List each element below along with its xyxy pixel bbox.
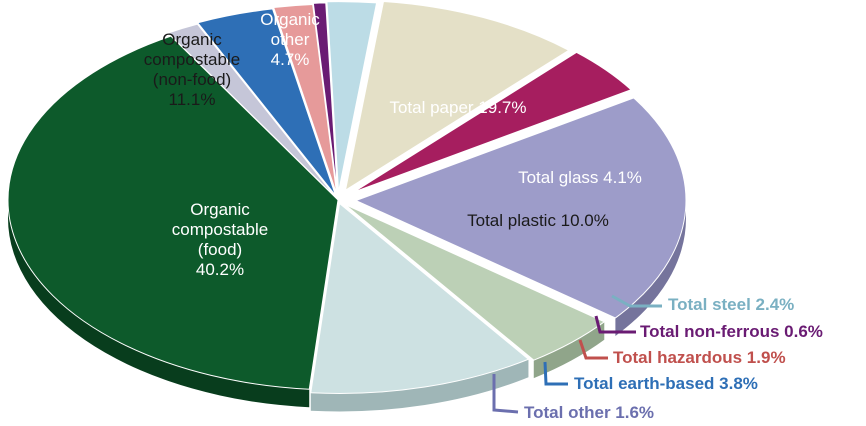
label-total-non-ferrous: Total non-ferrous 0.6% xyxy=(640,322,823,341)
label-total-plastic: Total plastic 10.0% xyxy=(467,211,609,230)
pie-top-layer xyxy=(8,1,686,393)
label-total-hazardous: Total hazardous 1.9% xyxy=(613,348,786,367)
label-total-earth-based: Total earth-based 3.8% xyxy=(574,374,758,393)
label-total-paper: Total paper 19.7% xyxy=(389,98,526,117)
label-total-glass: Total glass 4.1% xyxy=(518,168,642,187)
label-total-steel: Total steel 2.4% xyxy=(668,295,794,314)
label-total-other: Total other 1.6% xyxy=(524,403,654,422)
